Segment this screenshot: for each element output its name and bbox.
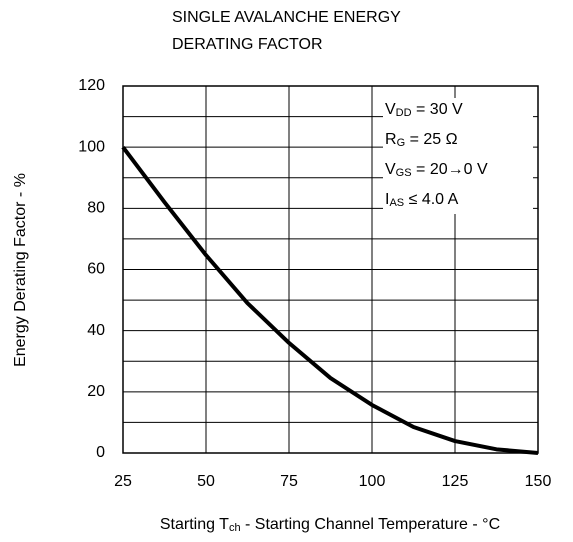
annotation-main: V: [385, 161, 396, 178]
y-tick-label: 100: [78, 138, 105, 155]
x-tick-label: 75: [280, 473, 298, 490]
annotation: RG = 25 Ω: [385, 131, 458, 149]
annotation-background: [383, 98, 533, 214]
annotation-main: V: [385, 101, 396, 118]
y-tick-label: 40: [87, 322, 105, 339]
y-tick-label: 80: [87, 200, 105, 217]
y-tick-label: 120: [78, 77, 105, 94]
annotation-sub: GS: [396, 167, 412, 179]
x-axis-label-sub: ch: [229, 522, 241, 534]
plot-border: [122, 85, 539, 454]
y-tick-label: 60: [87, 261, 105, 278]
annotation-sub: AS: [389, 197, 404, 209]
annotation-rest: ≤ 4.0 A: [404, 191, 458, 208]
annotation-main: R: [385, 131, 397, 148]
y-tick-label: 0: [96, 444, 105, 461]
y-tick-label: 20: [87, 383, 105, 400]
curve: [121, 145, 539, 455]
x-tick-label: 25: [114, 473, 132, 490]
x-tick-label: 50: [197, 473, 215, 490]
y-axis-label: Energy Derating Factor - %: [12, 173, 29, 367]
chart-title: DERATING FACTOR: [172, 36, 323, 53]
x-axis-label: Starting Tch - Starting Channel Temperat…: [160, 516, 500, 534]
x-axis-label-rest: - Starting Channel Temperature - °C: [241, 516, 501, 533]
x-tick-label: 125: [442, 473, 469, 490]
annotation-main: I: [385, 191, 389, 208]
annotation-sub: DD: [396, 107, 412, 119]
x-tick-label: 150: [525, 473, 552, 490]
annotation-rest: = 30 V: [412, 101, 463, 118]
annotation-sub: G: [397, 137, 406, 149]
x-tick-label: 100: [359, 473, 386, 490]
annotation-rest: = 20→0 V: [412, 161, 488, 178]
annotation: VGS = 20→0 V: [385, 161, 488, 179]
annotation-rest: = 25 Ω: [405, 131, 457, 148]
annotation: IAS ≤ 4.0 A: [385, 191, 459, 209]
chart-title: SINGLE AVALANCHE ENERGY: [172, 9, 401, 26]
x-axis-label-main: Starting T: [160, 516, 229, 533]
annotation: VDD = 30 V: [385, 101, 463, 119]
